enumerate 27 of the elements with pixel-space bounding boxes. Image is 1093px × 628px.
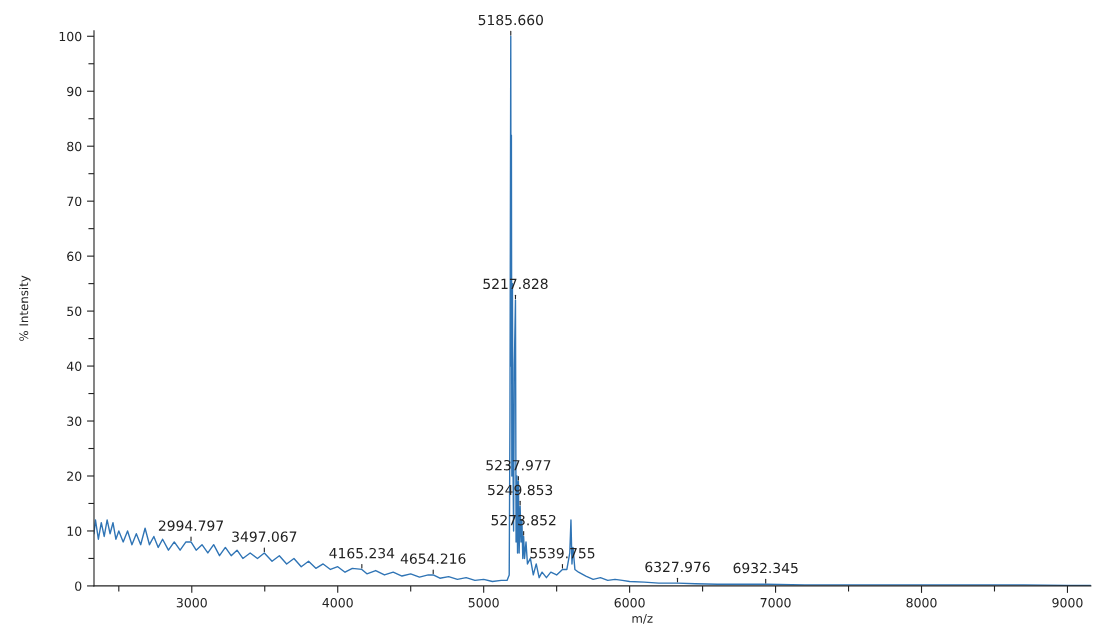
annotation: 6327.976 [645, 561, 710, 573]
annotation: 4654.216 [400, 553, 466, 564]
y-tick-label: 10 [67, 526, 82, 536]
y-tick-label: 70 [67, 196, 82, 207]
annotation: 5185.660 [478, 14, 543, 26]
x-tick-label: 6000 [614, 597, 645, 608]
y-tick-label: 60 [67, 251, 82, 262]
y-tick-label: 90 [67, 86, 82, 97]
x-axis-title: m/z [632, 614, 653, 624]
x-tick-label: 3000 [176, 597, 207, 608]
annotation: 4165.234 [329, 547, 395, 559]
y-axis-title: % Intensity [19, 275, 31, 341]
y-tick-label: 50 [67, 306, 82, 317]
y-tick-label: 20 [67, 471, 82, 481]
x-tick-label: 8000 [906, 597, 937, 608]
annotation: 2994.797 [158, 520, 223, 531]
y-tick-label: 30 [67, 416, 82, 426]
x-tick-label: 9000 [1052, 597, 1083, 608]
y-tick-label: 0 [75, 581, 82, 591]
y-tick-label: 80 [67, 141, 82, 152]
y-tick-label: 40 [66, 361, 82, 371]
x-tick-label: 7000 [760, 597, 791, 608]
annotation: 6932.345 [733, 562, 798, 574]
x-tick-label: 4000 [322, 597, 353, 608]
x-tick-label: 5000 [468, 597, 499, 608]
y-tick-label: 100 [59, 31, 82, 42]
annotation: 3497.067 [232, 531, 297, 542]
